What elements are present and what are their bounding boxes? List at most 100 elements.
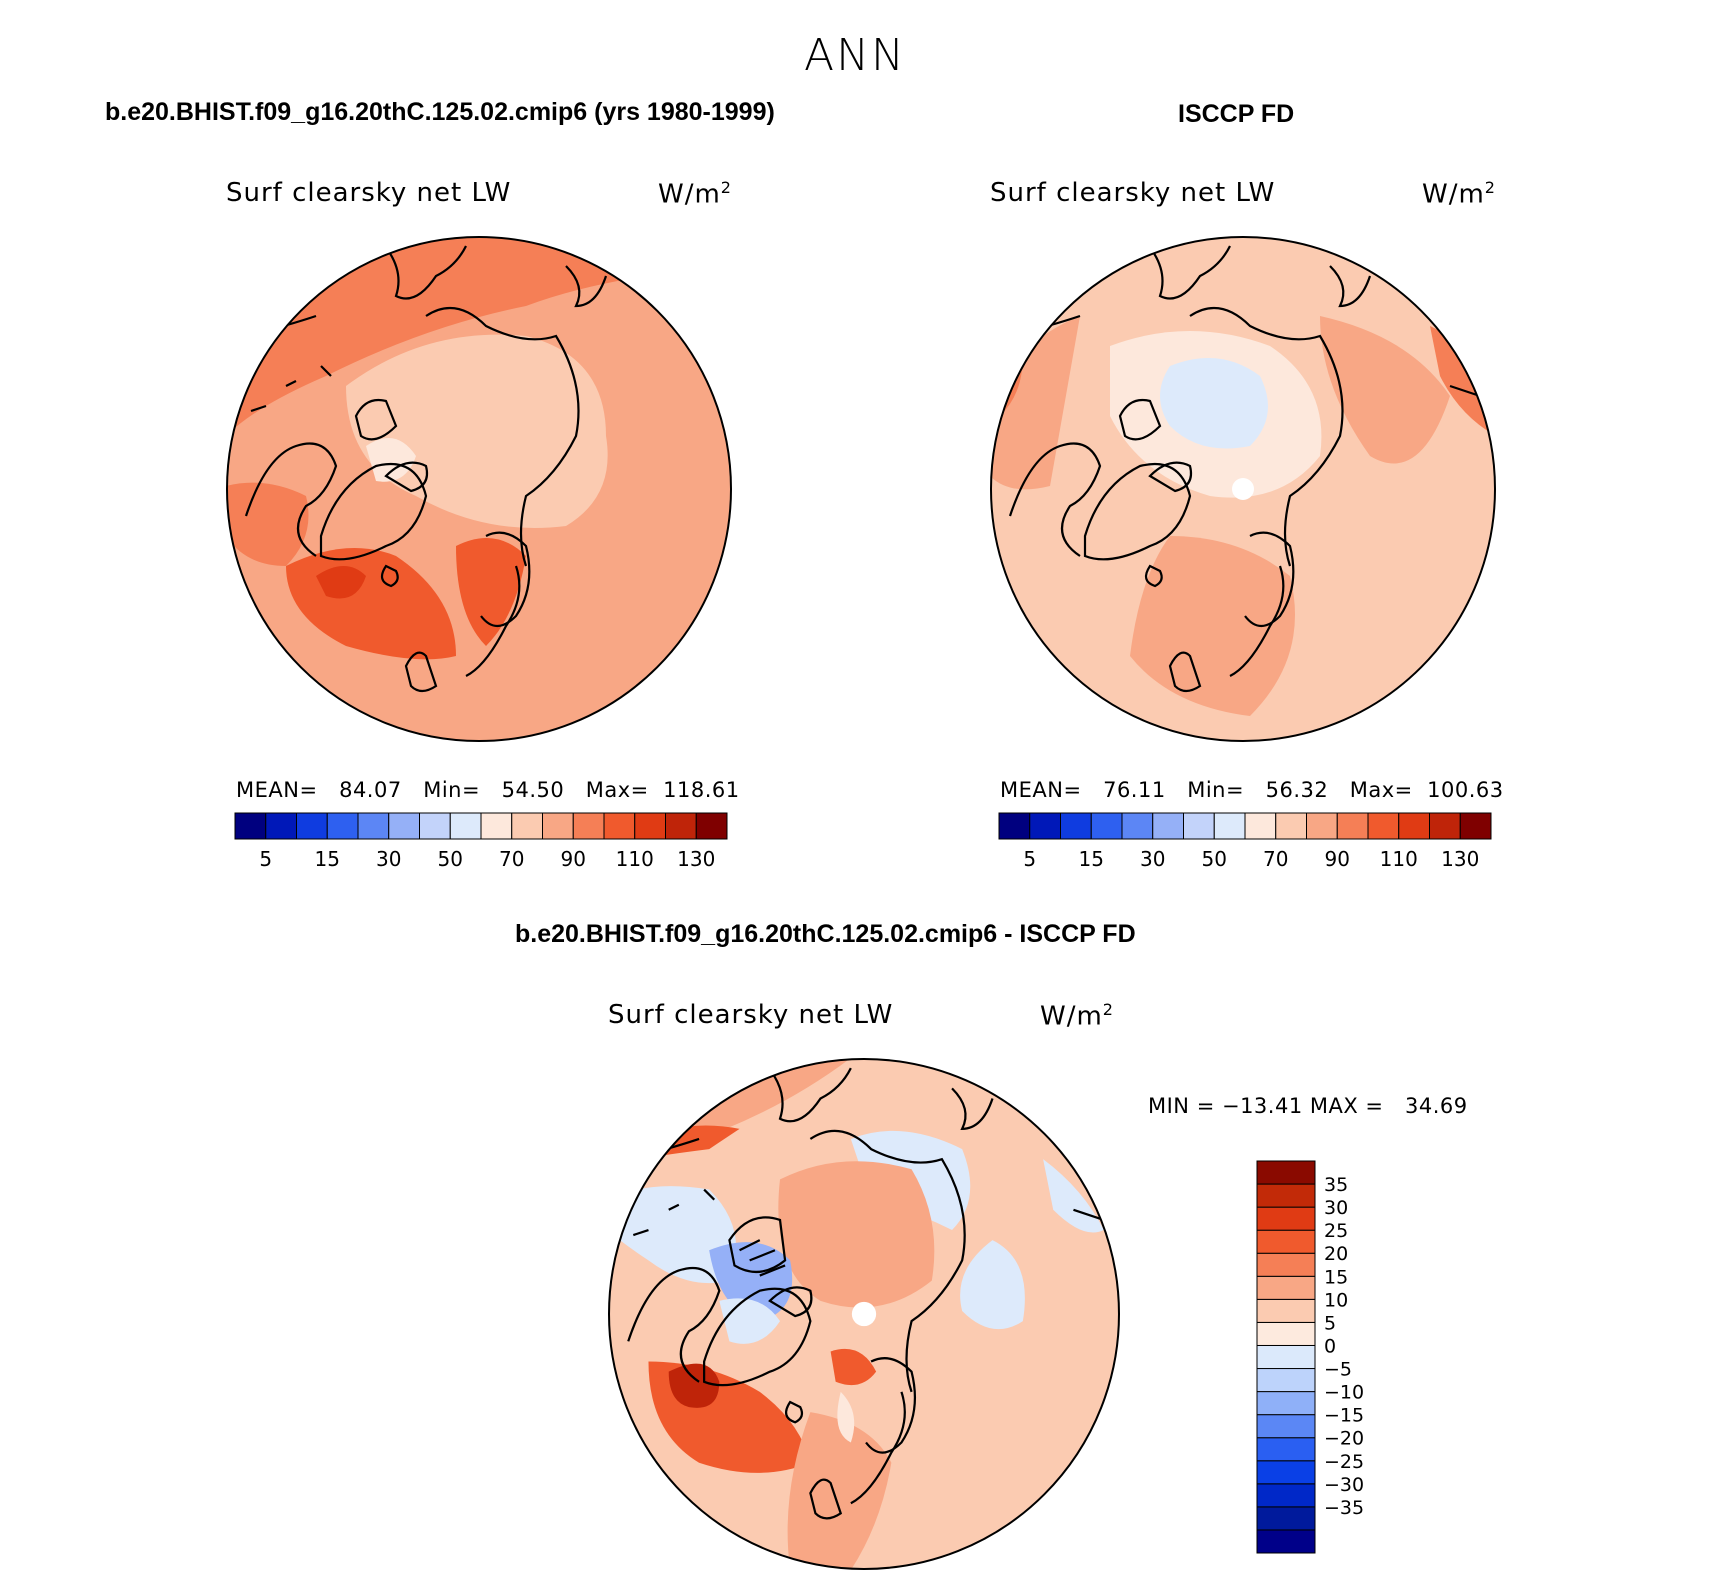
- obs-panel-title: ISCCP FD: [1178, 100, 1295, 128]
- obs-variable-label: Surf clearsky net LW: [990, 178, 1276, 208]
- diff-colorbar-swatch: [1256, 1529, 1316, 1554]
- contour-region: [1320, 316, 1450, 464]
- contour-region: [316, 566, 366, 599]
- model-colorbar-swatch: [419, 812, 451, 840]
- contour-region: [1430, 326, 1495, 436]
- diff-colorbar-swatch: [1256, 1368, 1316, 1393]
- diff-stats: MIN = −13.41 MAX = 34.69: [1148, 1094, 1468, 1118]
- model-colorbar-tick-label: 30: [376, 847, 401, 871]
- model-colorbar-tick-label: 130: [677, 847, 715, 871]
- model-colorbar-tick-label: 15: [315, 847, 340, 871]
- model-panel-title: b.e20.BHIST.f09_g16.20thC.125.02.cmip6 (…: [105, 98, 775, 126]
- obs-colorbar-swatch: [1060, 812, 1092, 840]
- contour-region: [1160, 358, 1268, 449]
- obs-colorbar: 5 15 30 50 70 90 110 130: [998, 812, 1492, 871]
- diff-colorbar-swatch: [1256, 1298, 1316, 1323]
- contour-region: [609, 1186, 737, 1284]
- page-title: ANN: [804, 30, 906, 81]
- diff-colorbar-tick-label: 0: [1324, 1335, 1336, 1357]
- obs-colorbar-swatch: [1029, 812, 1061, 840]
- model-colorbar-tick-label: 5: [259, 847, 272, 871]
- diff-colorbar-swatch: [1256, 1391, 1316, 1416]
- model-colorbar-swatch: [449, 812, 482, 840]
- diff-colorbar-tick-label: −30: [1324, 1474, 1364, 1496]
- diff-colorbar-swatch: [1256, 1229, 1316, 1254]
- model-colorbar-swatch: [572, 812, 605, 840]
- contour-region: [227, 237, 731, 436]
- diff-colorbar-tick-label: 5: [1324, 1312, 1336, 1334]
- obs-units-label: W/m2: [1422, 178, 1496, 210]
- diff-colorbar-swatch: [1256, 1183, 1316, 1208]
- model-colorbar-swatch: [695, 812, 728, 840]
- contour-region: [227, 482, 309, 566]
- model-colorbar: 5 15 30 50 70 90 110 130: [234, 812, 728, 871]
- diff-colorbar-swatch: [1256, 1275, 1316, 1300]
- contour-region: [787, 1412, 892, 1569]
- model-colorbar-swatch: [296, 812, 328, 840]
- obs-colorbar-swatch: [998, 812, 1031, 840]
- obs-colorbar-swatch: [1306, 812, 1338, 840]
- obs-colorbar-swatch: [1121, 812, 1154, 840]
- contour-region: [609, 1059, 851, 1190]
- coastlines: [1008, 237, 1481, 693]
- contour-region: [837, 1391, 855, 1443]
- obs-colorbar-tick-label: 110: [1380, 847, 1418, 871]
- model-colorbar-swatch: [388, 812, 420, 840]
- diff-units-label: W/m2: [1040, 1000, 1114, 1032]
- obs-colorbar-swatch: [1213, 812, 1246, 840]
- diff-colorbar-tick-label: 15: [1324, 1266, 1348, 1288]
- model-polar-map: [226, 236, 732, 742]
- obs-colorbar-tick-label: 30: [1140, 847, 1165, 871]
- diff-colorbar-tick-label: 30: [1324, 1197, 1348, 1219]
- diff-colorbar-tick-label: −20: [1324, 1428, 1364, 1450]
- obs-colorbar-tick-label: 50: [1202, 847, 1227, 871]
- obs-colorbar-tick-label: 130: [1441, 847, 1479, 871]
- diff-colorbar-swatch: [1256, 1206, 1316, 1231]
- obs-polar-map: [990, 236, 1496, 742]
- pole-missing-data: [1232, 478, 1254, 500]
- model-colorbar-swatch: [265, 812, 297, 840]
- contour-region: [991, 316, 1080, 490]
- diff-colorbar-swatch: [1256, 1437, 1316, 1462]
- diff-polar-map: [608, 1058, 1120, 1570]
- obs-colorbar-swatch: [1275, 812, 1307, 840]
- model-colorbar-swatch: [480, 812, 513, 840]
- obs-colorbar-swatch: [1459, 812, 1492, 840]
- model-colorbar-swatch: [603, 812, 636, 840]
- diff-colorbar-tick-label: 20: [1324, 1243, 1348, 1265]
- model-colorbar-swatch: [634, 812, 666, 840]
- model-colorbar-swatch: [665, 812, 697, 840]
- contour-region: [778, 1161, 935, 1308]
- diff-colorbar-swatch: [1256, 1506, 1316, 1531]
- model-stats: MEAN= 84.07 Min= 54.50 Max= 118.61: [236, 778, 740, 802]
- diff-colorbar-swatch: [1256, 1483, 1316, 1508]
- contour-region: [668, 1363, 720, 1408]
- obs-colorbar-swatch: [1183, 812, 1215, 840]
- diff-panel-title: b.e20.BHIST.f09_g16.20thC.125.02.cmip6 -…: [515, 920, 1136, 948]
- model-colorbar-swatch: [357, 812, 390, 840]
- model-colorbar-tick-label: 90: [561, 847, 586, 871]
- diff-variable-label: Surf clearsky net LW: [608, 1000, 894, 1030]
- contour-region: [346, 334, 608, 528]
- diff-colorbar-tick-label: −25: [1324, 1451, 1364, 1473]
- model-colorbar-swatch: [326, 812, 359, 840]
- obs-colorbar-swatch: [1367, 812, 1400, 840]
- contour-region: [366, 438, 416, 482]
- obs-colorbar-tick-label: 5: [1023, 847, 1036, 871]
- obs-colorbar-swatch: [1244, 812, 1277, 840]
- diff-colorbar-tick-label: 10: [1324, 1289, 1348, 1311]
- model-colorbar-swatch: [542, 812, 574, 840]
- diff-colorbar-tick-label: −35: [1324, 1497, 1364, 1519]
- diff-colorbar-swatch: [1256, 1344, 1316, 1370]
- pole-missing-data: [851, 1301, 877, 1327]
- diff-colorbar-swatch: [1256, 1160, 1316, 1185]
- obs-colorbar-swatch: [1429, 812, 1461, 840]
- contour-region: [830, 1348, 877, 1386]
- obs-stats: MEAN= 76.11 Min= 56.32 Max= 100.63: [1000, 778, 1504, 802]
- obs-colorbar-tick-label: 15: [1079, 847, 1104, 871]
- diff-colorbar-tick-label: −10: [1324, 1382, 1364, 1404]
- obs-colorbar-swatch: [1152, 812, 1184, 840]
- diff-colorbar-tick-label: 25: [1324, 1220, 1348, 1242]
- obs-colorbar-tick-label: 90: [1325, 847, 1350, 871]
